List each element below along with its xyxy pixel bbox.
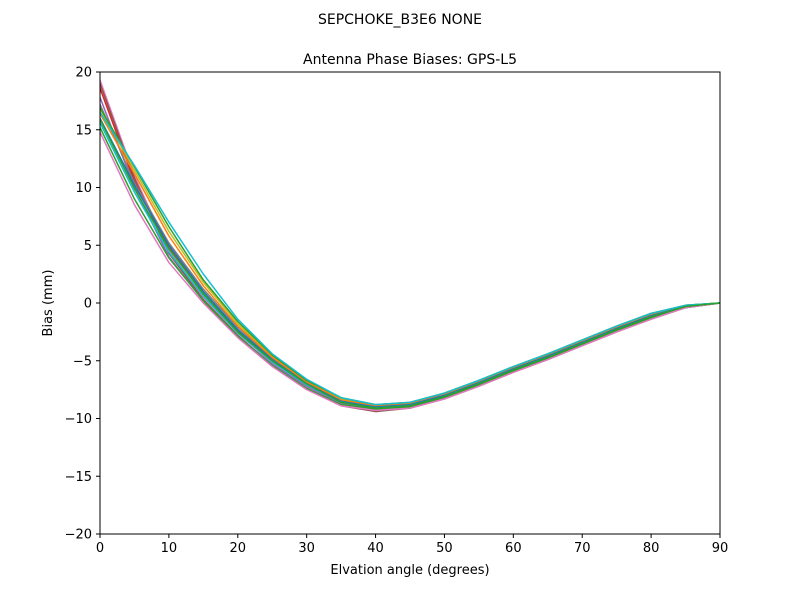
x-axis-label: Elvation angle (degrees) [330,563,489,578]
series-line-10 [100,126,720,411]
x-tick-label: 50 [436,541,453,556]
series-line-8 [100,117,720,408]
x-tick-label: 40 [367,541,384,556]
plot-area [100,72,720,534]
x-tick-label: 30 [298,541,315,556]
series-group [100,79,720,413]
x-tick-label: 80 [643,541,660,556]
y-tick-label: −5 [73,354,92,369]
chart-title: Antenna Phase Biases: GPS-L5 [303,52,517,68]
x-tick-label: 60 [505,541,522,556]
y-axis-ticks: −20 −15 −10 −5 0 5 10 15 20 [65,66,100,543]
x-tick-label: 90 [712,541,729,556]
y-tick-label: −20 [65,528,92,543]
y-tick-label: −10 [65,412,92,427]
x-tick-label: 70 [574,541,591,556]
y-tick-label: 20 [75,66,92,81]
y-tick-label: 15 [75,123,92,138]
figure-suptitle: SEPCHOKE_B3E6 NONE [318,12,482,28]
y-tick-label: 0 [84,297,92,312]
series-line-11 [100,131,720,412]
y-tick-label: −15 [65,470,92,485]
x-axis-ticks: 0 10 20 30 40 50 60 70 80 90 [96,534,728,556]
series-line-14 [100,118,720,409]
x-tick-label: 20 [230,541,247,556]
y-tick-label: 5 [84,239,92,254]
y-axis-label: Bias (mm) [41,270,56,337]
x-tick-label: 0 [96,541,104,556]
series-line-7 [100,112,720,407]
y-tick-label: 10 [75,181,92,196]
x-tick-label: 10 [161,541,178,556]
series-line-13 [100,111,720,406]
